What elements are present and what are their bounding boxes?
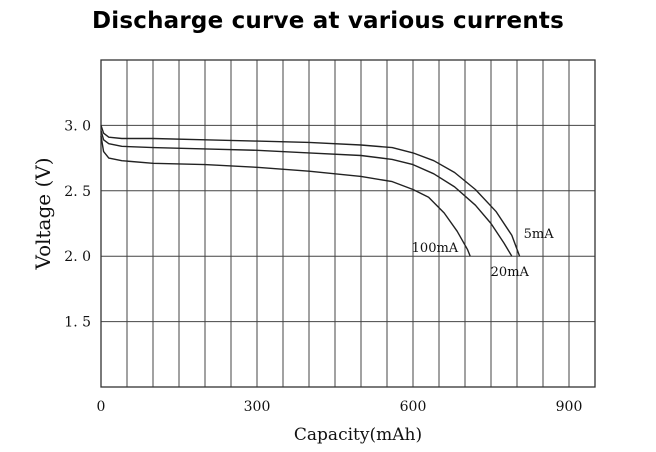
series-line-5mA bbox=[100, 125, 521, 257]
x-tick-label: 300 bbox=[244, 399, 271, 415]
x-tick-label: 0 bbox=[97, 399, 106, 415]
y-axis-label: Voltage (V) bbox=[31, 157, 55, 270]
y-tick-label: 1. 5 bbox=[64, 315, 91, 331]
x-axis-label: Capacity(mAh) bbox=[294, 425, 422, 445]
x-tick-label: 600 bbox=[400, 399, 427, 415]
series-label-20mA: 20mA bbox=[491, 265, 530, 280]
series-label-5mA: 5mA bbox=[524, 227, 555, 242]
tick-labels: 0 300 600 900 1. 5 2. 0 2. 5 3. 0 bbox=[64, 118, 582, 415]
y-tick-label: 3. 0 bbox=[64, 118, 91, 134]
series-labels: 5mA 20mA 100mA bbox=[412, 227, 555, 280]
series-label-100mA: 100mA bbox=[412, 241, 459, 256]
series-line-100mA bbox=[100, 135, 471, 257]
chart-title: Discharge curve at various currents bbox=[91, 8, 565, 34]
series-line-20mA bbox=[100, 130, 513, 257]
x-tick-label: 900 bbox=[556, 399, 583, 415]
y-tick-label: 2. 0 bbox=[64, 249, 91, 265]
series-group bbox=[100, 125, 521, 257]
grid bbox=[101, 60, 595, 387]
plot-frame bbox=[100, 59, 596, 388]
y-tick-label: 2. 5 bbox=[64, 184, 91, 200]
